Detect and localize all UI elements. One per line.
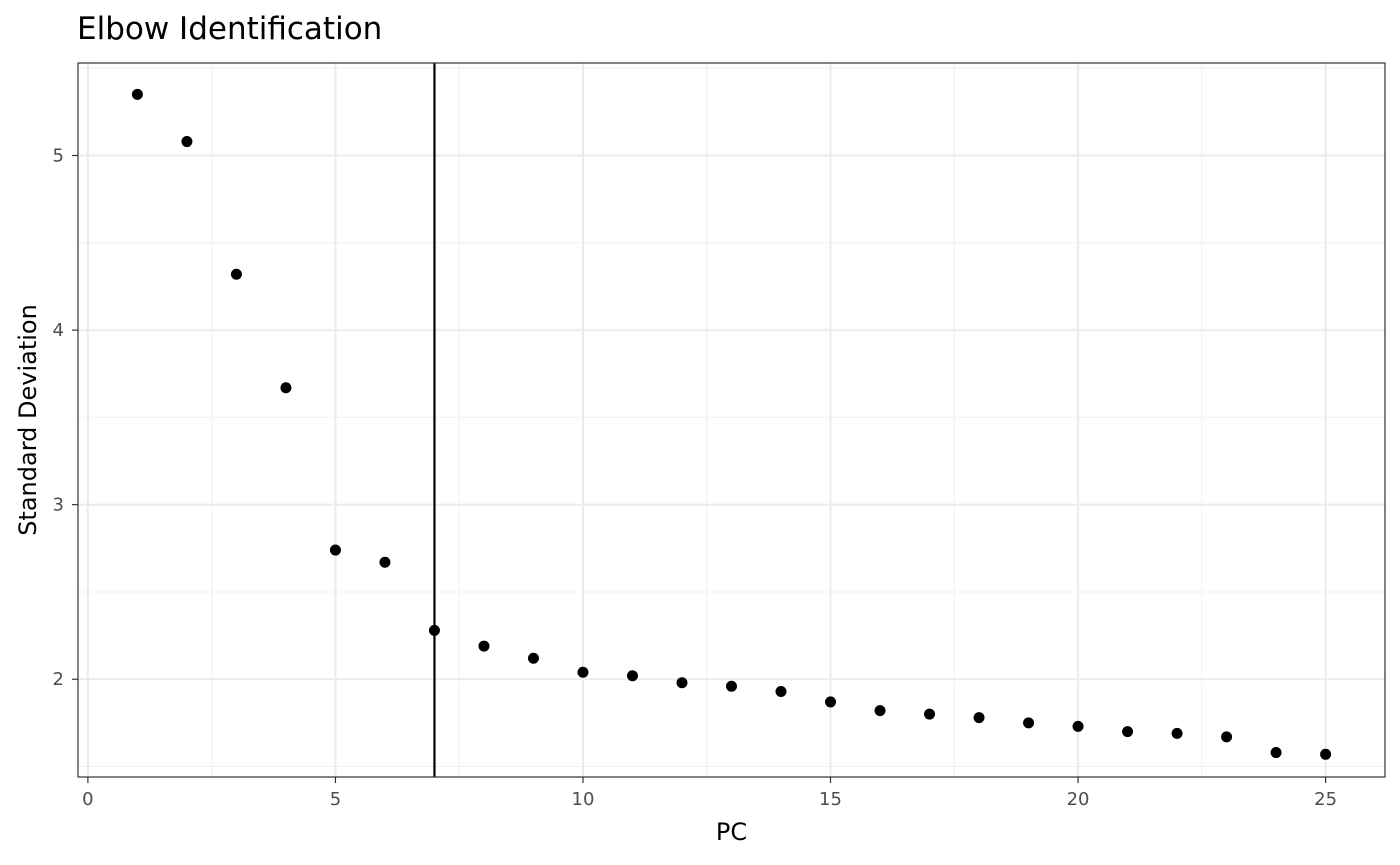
panel-border [77,62,1386,778]
y-tick-label: 3 [53,495,64,516]
y-axis-title: Standard Deviation [14,304,42,536]
data-point [924,708,936,720]
y-tick-label: 2 [53,669,64,690]
data-point [379,556,391,568]
data-point [1122,726,1134,738]
data-point [726,680,737,692]
x-axis-title: PC [716,818,747,846]
x-axis: 0 5 10 15 20 25 [82,777,1337,810]
x-tick-label: 25 [1314,789,1337,810]
data-point [1270,747,1282,759]
x-tick-label: 5 [330,789,341,810]
data-point [973,712,985,724]
plot-panel-background [78,63,1385,777]
data-point [1221,731,1233,743]
data-point [428,624,440,636]
data-point [230,268,242,280]
data-points [131,88,1332,760]
data-point [1072,720,1084,732]
data-point [626,670,638,682]
data-point [775,685,787,697]
data-point [280,382,292,394]
major-gridlines [78,63,1385,777]
data-point [181,136,193,148]
data-point [1171,727,1183,739]
data-point [1320,748,1332,760]
y-tick-label: 5 [53,146,64,167]
data-point [676,677,688,689]
data-point [527,652,539,664]
x-tick-label: 10 [572,789,595,810]
x-tick-label: 0 [82,789,93,810]
data-point [131,88,143,100]
minor-gridlines [78,63,1385,777]
data-point [577,666,589,678]
data-point [329,544,341,556]
panel-border-group [77,62,1386,778]
x-tick-label: 15 [819,789,842,810]
chart-title: Elbow Identification [77,11,382,47]
x-tick-label: 20 [1067,789,1090,810]
data-point [825,696,837,708]
plot-panel [78,63,1385,777]
data-point [1023,717,1035,729]
data-point [478,640,490,652]
y-tick-label: 4 [53,320,64,341]
y-axis: 2 3 4 5 [53,146,78,690]
data-point [874,705,886,717]
